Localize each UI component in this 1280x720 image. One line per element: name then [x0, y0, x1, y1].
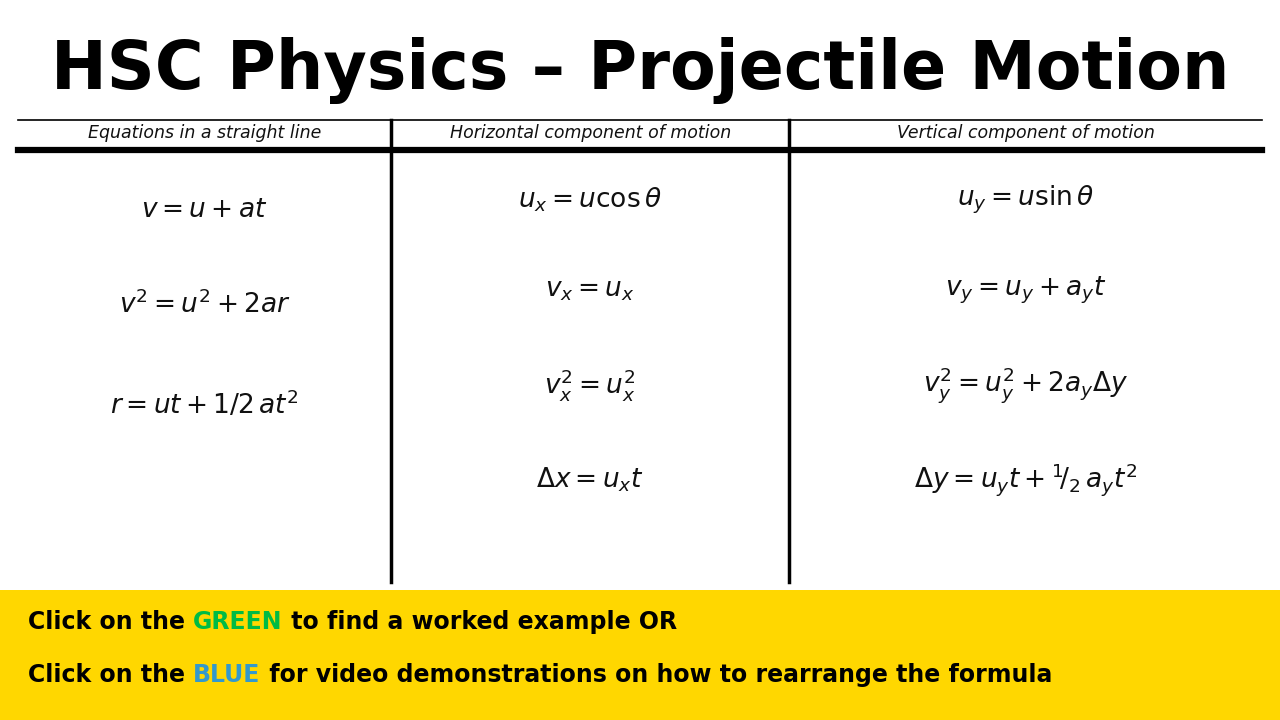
Text: GREEN: GREEN — [193, 610, 283, 634]
Text: Horizontal component of motion: Horizontal component of motion — [449, 124, 731, 142]
Text: $\Delta x = u_x t$: $\Delta x = u_x t$ — [536, 466, 644, 494]
Text: $v^2 = u^2 + 2ar$: $v^2 = u^2 + 2ar$ — [119, 291, 291, 319]
Text: $v = u + at$: $v = u + at$ — [141, 197, 268, 223]
Text: $v_y = u_y + a_y t$: $v_y = u_y + a_y t$ — [945, 274, 1106, 306]
Text: to find a worked example OR: to find a worked example OR — [283, 610, 677, 634]
Text: for video demonstrations on how to rearrange the formula: for video demonstrations on how to rearr… — [261, 663, 1052, 687]
Text: $v_y^2 = u_y^2 + 2a_y\Delta y$: $v_y^2 = u_y^2 + 2a_y\Delta y$ — [923, 365, 1128, 405]
Text: Equations in a straight line: Equations in a straight line — [88, 124, 321, 142]
Text: $r = ut + 1/2\,at^2$: $r = ut + 1/2\,at^2$ — [110, 390, 300, 420]
Text: $\Delta y = u_y t + {^1\!/_{2}}\,a_y t^2$: $\Delta y = u_y t + {^1\!/_{2}}\,a_y t^2… — [914, 462, 1138, 498]
Text: $v_x^2 = u_x^2$: $v_x^2 = u_x^2$ — [544, 367, 636, 403]
Text: Click on the: Click on the — [28, 663, 193, 687]
Text: $u_x = u\cos\theta$: $u_x = u\cos\theta$ — [518, 186, 662, 215]
Text: Click on the: Click on the — [28, 610, 193, 634]
FancyBboxPatch shape — [0, 590, 1280, 720]
Text: BLUE: BLUE — [193, 663, 261, 687]
Text: HSC Physics – Projectile Motion: HSC Physics – Projectile Motion — [51, 37, 1229, 104]
Text: $u_y = u\sin\theta$: $u_y = u\sin\theta$ — [957, 184, 1094, 216]
Text: $v_x = u_x$: $v_x = u_x$ — [545, 277, 635, 303]
Text: Vertical component of motion: Vertical component of motion — [897, 124, 1155, 142]
